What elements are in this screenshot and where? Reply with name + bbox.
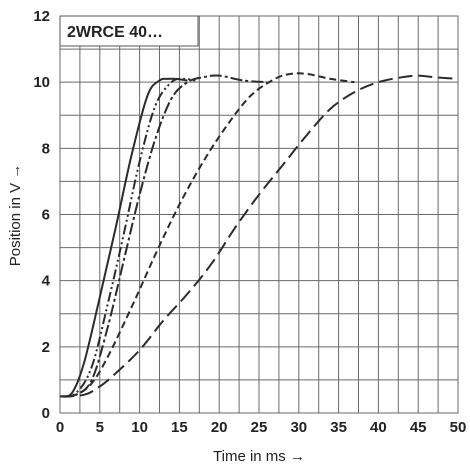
x-tick-label: 15 bbox=[171, 419, 188, 436]
y-tick-label: 12 bbox=[33, 8, 50, 25]
title-box: 2WRCE 40… bbox=[59, 15, 199, 47]
y-axis-label: Position in V → bbox=[7, 164, 24, 267]
series-line-long-dash bbox=[59, 74, 459, 398]
x-axis-label: Time in ms → bbox=[213, 448, 305, 465]
series-layer bbox=[59, 72, 459, 398]
x-tick-label: 0 bbox=[56, 419, 64, 436]
y-tick-labels: 0 2 4 6 8 10 12 bbox=[33, 8, 50, 422]
grid bbox=[59, 15, 459, 414]
series-line-dash-dot-dot bbox=[59, 77, 196, 398]
x-tick-label: 45 bbox=[410, 419, 427, 436]
x-tick-label: 30 bbox=[290, 419, 307, 436]
series-line-short-dash bbox=[59, 72, 355, 398]
x-tick-label: 10 bbox=[131, 419, 148, 436]
series-line-solid bbox=[59, 77, 188, 398]
x-tick-label: 35 bbox=[330, 419, 347, 436]
chart-title: 2WRCE 40… bbox=[67, 24, 163, 41]
y-tick-label: 8 bbox=[42, 140, 50, 157]
y-tick-label: 0 bbox=[42, 405, 50, 422]
x-tick-label: 5 bbox=[96, 419, 104, 436]
y-tick-label: 4 bbox=[42, 273, 51, 290]
x-tick-label: 40 bbox=[370, 419, 387, 436]
y-tick-label: 6 bbox=[42, 207, 50, 224]
x-tick-label: 25 bbox=[251, 419, 268, 436]
series-line-dash-dot bbox=[59, 74, 268, 398]
x-tick-label: 50 bbox=[450, 419, 467, 436]
y-tick-label: 10 bbox=[33, 74, 50, 91]
x-tick-labels: 0 5 10 15 20 25 30 35 40 45 50 bbox=[56, 419, 467, 436]
y-tick-label: 2 bbox=[42, 339, 50, 356]
x-tick-label: 20 bbox=[211, 419, 228, 436]
